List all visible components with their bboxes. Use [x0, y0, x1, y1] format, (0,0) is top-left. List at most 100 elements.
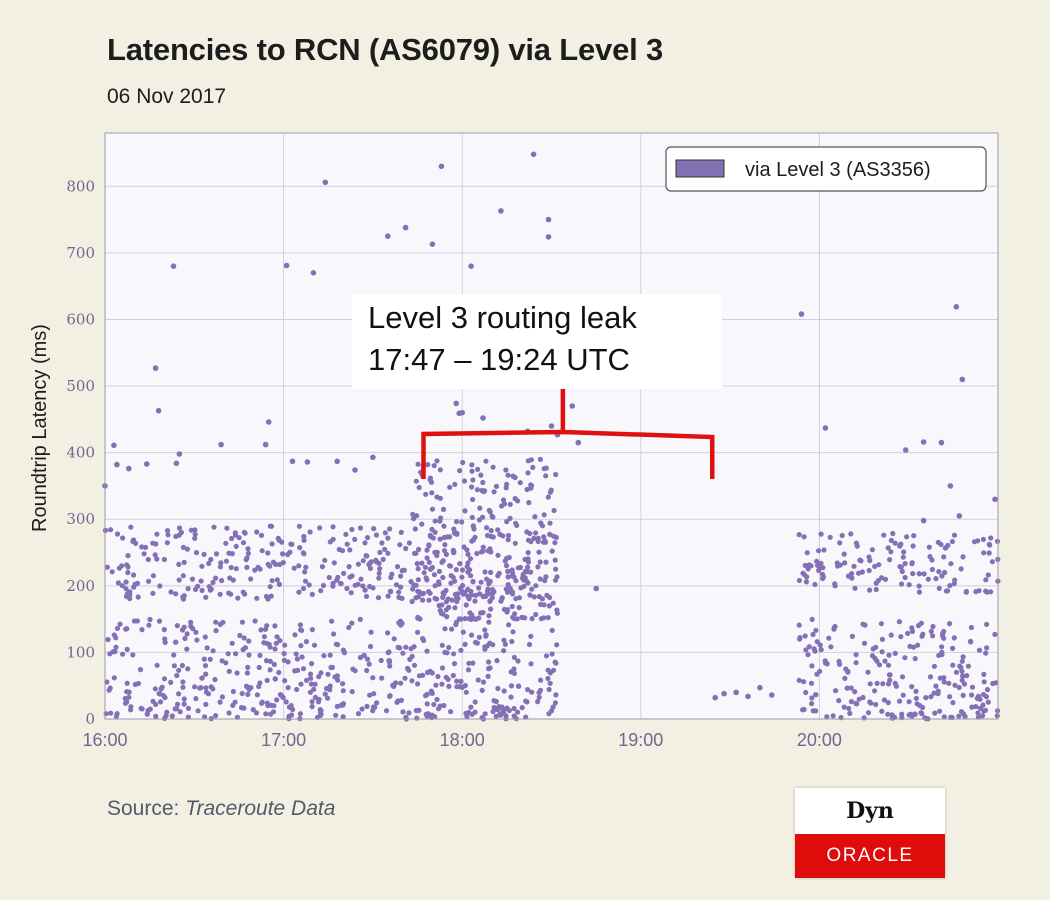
- data-point: [277, 561, 283, 568]
- annotation-line-1: Level 3 routing leak: [368, 300, 637, 335]
- data-point: [546, 686, 552, 693]
- data-point: [455, 591, 461, 597]
- data-point: [288, 703, 294, 709]
- data-point: [223, 540, 229, 546]
- data-point: [341, 570, 347, 577]
- data-point: [267, 523, 273, 529]
- data-point: [411, 644, 417, 650]
- data-point: [150, 698, 156, 704]
- data-point: [258, 532, 265, 539]
- data-point: [549, 548, 555, 554]
- data-point: [111, 632, 117, 638]
- data-point: [411, 662, 418, 668]
- data-point: [240, 540, 247, 546]
- data-point: [842, 675, 848, 682]
- data-point: [423, 711, 429, 718]
- data-point: [466, 616, 472, 622]
- data-point: [951, 532, 958, 538]
- data-point: [420, 597, 426, 603]
- data-point: [538, 616, 545, 622]
- data-point: [935, 539, 941, 545]
- data-point: [199, 563, 205, 569]
- data-point: [500, 533, 506, 539]
- data-point: [545, 216, 552, 223]
- data-point: [933, 683, 939, 689]
- data-point: [981, 679, 987, 685]
- data-point: [470, 477, 476, 483]
- data-point: [822, 660, 829, 666]
- data-point: [195, 708, 201, 714]
- data-point: [217, 621, 223, 628]
- data-point: [522, 615, 528, 621]
- data-point: [170, 263, 177, 270]
- data-point: [946, 680, 952, 686]
- data-point: [529, 616, 535, 622]
- data-point: [274, 577, 280, 583]
- data-point: [546, 603, 553, 609]
- data-point: [950, 662, 956, 668]
- data-point: [176, 691, 182, 697]
- data-point: [959, 658, 965, 664]
- data-point: [161, 556, 167, 563]
- data-point: [416, 484, 422, 491]
- data-point: [843, 666, 849, 672]
- data-point: [327, 539, 333, 545]
- data-point: [876, 662, 883, 668]
- data-point: [246, 686, 252, 693]
- data-point: [462, 683, 468, 689]
- data-point: [851, 563, 857, 569]
- data-point: [854, 701, 860, 707]
- data-point: [485, 673, 491, 680]
- data-point: [411, 516, 417, 522]
- data-point: [203, 594, 209, 600]
- data-point: [818, 647, 824, 653]
- data-point: [281, 651, 287, 657]
- data-point: [882, 658, 888, 664]
- data-point: [886, 652, 892, 658]
- data-point: [531, 594, 537, 600]
- data-point: [340, 714, 346, 720]
- data-point: [535, 564, 541, 570]
- data-point: [203, 671, 209, 677]
- data-point: [504, 519, 510, 525]
- data-point: [144, 711, 150, 717]
- data-point: [457, 468, 463, 474]
- data-point: [550, 600, 556, 606]
- data-point: [486, 666, 492, 672]
- data-point: [414, 715, 420, 721]
- data-point: [545, 234, 552, 240]
- data-point: [936, 585, 942, 592]
- data-point: [340, 647, 346, 653]
- data-point: [526, 641, 533, 648]
- data-point: [378, 657, 384, 664]
- data-point: [469, 612, 475, 618]
- data-point: [992, 631, 998, 638]
- data-point: [274, 634, 280, 640]
- data-point: [985, 572, 991, 578]
- data-point: [393, 680, 399, 686]
- data-point: [246, 652, 252, 658]
- data-point: [279, 693, 285, 699]
- data-point: [480, 544, 486, 550]
- data-point: [193, 550, 200, 556]
- data-point: [804, 550, 810, 556]
- data-point: [235, 595, 241, 601]
- data-point: [509, 638, 515, 645]
- data-point: [529, 586, 535, 592]
- data-point: [886, 672, 893, 678]
- data-point: [262, 441, 269, 448]
- data-point: [192, 535, 198, 541]
- data-point: [485, 586, 491, 592]
- data-point: [802, 633, 808, 639]
- data-point: [537, 576, 543, 582]
- data-point: [165, 532, 171, 538]
- data-point: [943, 545, 949, 551]
- data-point: [980, 536, 987, 543]
- data-point: [451, 651, 457, 657]
- data-point: [490, 708, 496, 715]
- data-point: [400, 709, 406, 715]
- data-point: [948, 561, 954, 567]
- data-point: [552, 659, 558, 665]
- data-point: [499, 503, 505, 509]
- data-point: [227, 575, 233, 581]
